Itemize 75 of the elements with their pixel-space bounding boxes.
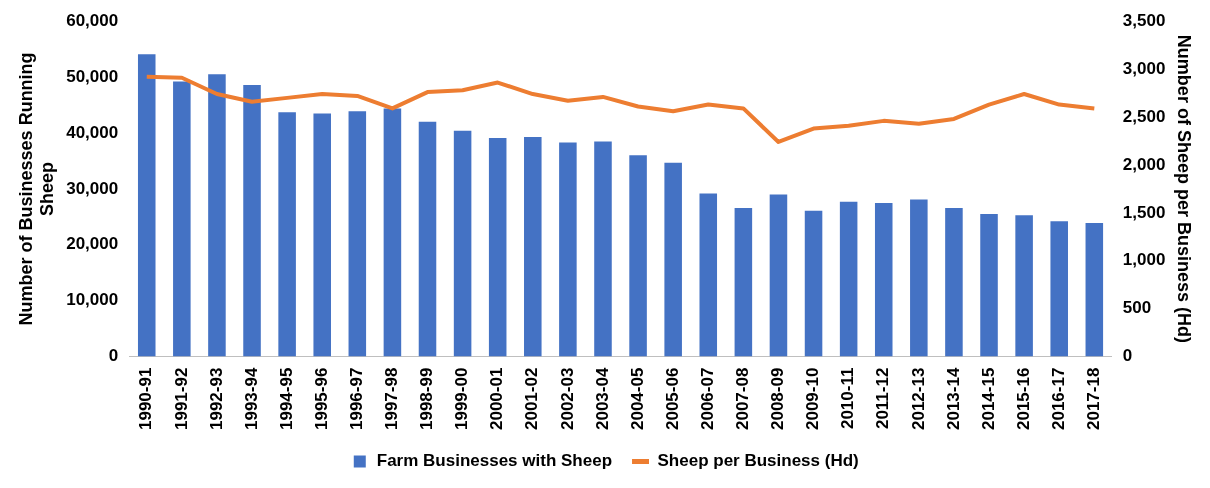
x-tick-label: 2012-13: [908, 367, 928, 430]
y-tick-label: 20,000: [66, 234, 119, 254]
x-tick-label: 1990-91: [136, 367, 156, 430]
x-tick-label: 2010-11: [838, 367, 858, 430]
x-tick-label: 2013-14: [943, 367, 963, 430]
y-tick-label: 10,000: [66, 290, 119, 310]
bar: [348, 111, 367, 357]
bar: [980, 214, 998, 357]
bar: [208, 74, 226, 357]
y2-tick-label: 2,500: [1122, 106, 1166, 126]
bar: [278, 112, 296, 357]
bar: [524, 136, 542, 357]
x-tick-label: 2007-08: [733, 367, 753, 430]
bar: [173, 81, 191, 357]
legend-label: Farm Businesses with Sheep: [376, 451, 613, 471]
y2-tick-label: 0: [1122, 346, 1133, 366]
x-tick-label: 2004-05: [627, 367, 647, 430]
y2-tick-label: 3,500: [1122, 10, 1166, 30]
bar: [488, 138, 507, 357]
bar: [769, 194, 788, 357]
y2-tick-label: 3,000: [1122, 58, 1166, 78]
y-tick-label: 60,000: [66, 10, 119, 30]
x-tick-label: 1997-98: [382, 367, 402, 430]
x-tick-label: 2008-09: [768, 367, 788, 430]
x-tick-label: 1991-92: [171, 367, 191, 430]
x-tick-label: 2001-02: [522, 367, 542, 430]
x-tick-label: 2015-16: [1013, 367, 1033, 430]
bar: [910, 199, 928, 357]
bar: [874, 202, 893, 357]
bar: [699, 193, 718, 357]
x-tick-label: 1993-94: [241, 367, 261, 430]
legend-label: Sheep per Business (Hd): [657, 451, 859, 471]
x-tick-label: 1992-93: [206, 367, 226, 430]
x-tick-label: 2000-01: [487, 367, 507, 430]
bar: [243, 84, 261, 357]
bar: [594, 141, 612, 357]
y2-tick-label: 500: [1122, 298, 1152, 318]
y2-tick-label: 1,000: [1122, 250, 1166, 270]
bar: [804, 210, 823, 357]
bar: [945, 207, 963, 357]
x-tick-label: 1998-99: [417, 367, 437, 430]
x-tick-label: 1996-97: [347, 367, 366, 430]
bar: [313, 113, 331, 357]
x-tick-label: 2017-18: [1084, 367, 1103, 430]
y2-axis-title: Number of Sheep per Business (Hd): [1174, 34, 1195, 343]
x-tick-label: 2003-04: [592, 367, 612, 430]
x-tick-label: 2002-03: [557, 367, 577, 430]
x-tick-label: 2006-07: [697, 367, 717, 430]
bar: [1050, 221, 1068, 357]
bar: [559, 142, 577, 357]
bar: [734, 207, 753, 357]
y-tick-label: 30,000: [66, 178, 119, 198]
y2-tick-label: 1,500: [1122, 202, 1166, 222]
y-tick-label: 0: [108, 346, 119, 366]
x-tick-label: 1995-96: [311, 367, 331, 430]
y-tick-label: 50,000: [66, 66, 119, 86]
bar: [383, 108, 402, 357]
bar: [664, 162, 682, 357]
y-tick-label: 40,000: [66, 122, 119, 142]
y2-tick-label: 2,000: [1122, 154, 1166, 174]
bar: [839, 201, 858, 357]
bar: [1085, 223, 1104, 357]
bar: [1015, 215, 1033, 357]
bar: [137, 54, 156, 357]
x-tick-label: 1994-95: [276, 367, 296, 430]
y-axis-title: Number of Businesses Running Sheep: [15, 52, 58, 326]
x-tick-label: 2014-15: [978, 367, 998, 430]
x-tick-label: 2005-06: [662, 367, 682, 430]
x-tick-label: 2009-10: [803, 367, 823, 430]
bar: [418, 121, 437, 357]
x-tick-label: 1999-00: [452, 367, 472, 430]
bar: [453, 130, 472, 357]
x-tick-label: 2016-17: [1048, 367, 1068, 430]
bar: [629, 155, 647, 357]
x-tick-label: 2011-12: [873, 367, 893, 430]
